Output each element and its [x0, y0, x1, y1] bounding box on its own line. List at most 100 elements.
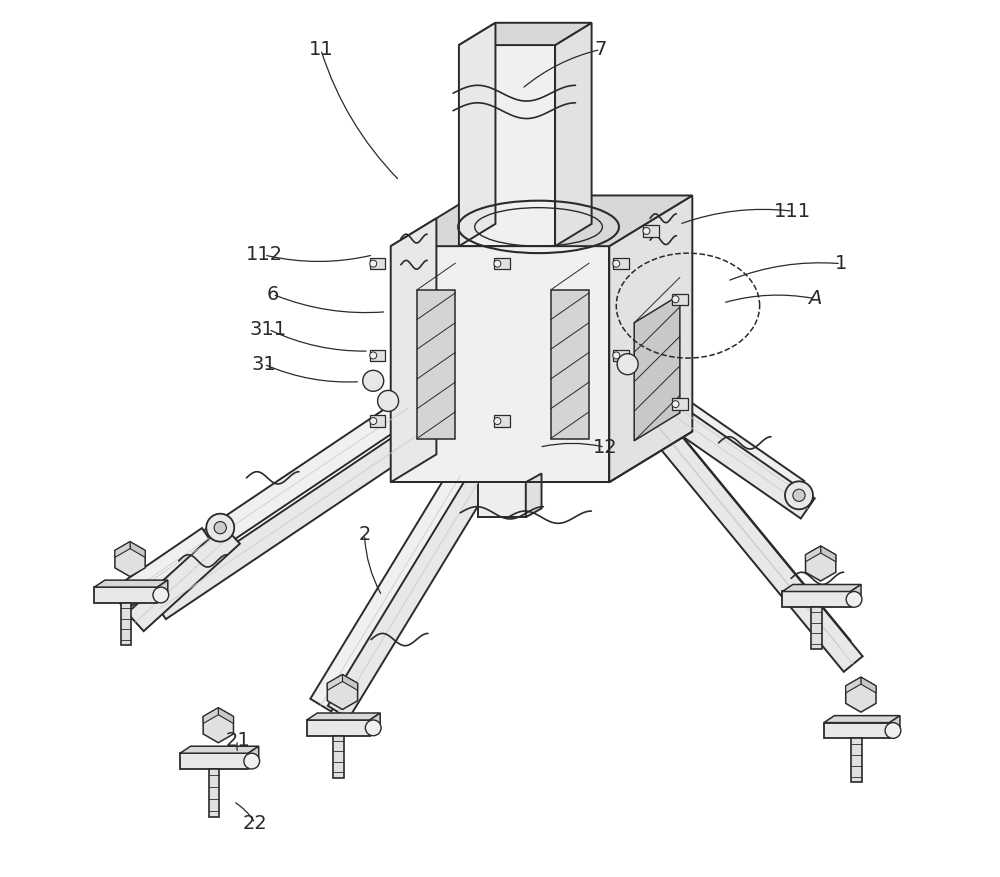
Polygon shape — [417, 290, 455, 438]
Polygon shape — [459, 45, 555, 246]
Circle shape — [672, 296, 679, 303]
Polygon shape — [111, 528, 216, 610]
Polygon shape — [478, 482, 526, 517]
Polygon shape — [307, 720, 370, 736]
Polygon shape — [811, 607, 822, 649]
Polygon shape — [152, 419, 433, 619]
Polygon shape — [634, 295, 680, 441]
Circle shape — [613, 352, 620, 359]
Polygon shape — [391, 218, 436, 482]
Polygon shape — [613, 258, 629, 269]
Polygon shape — [248, 746, 259, 769]
Polygon shape — [333, 736, 344, 778]
Polygon shape — [672, 294, 688, 305]
Text: A: A — [808, 289, 821, 308]
Polygon shape — [180, 753, 248, 769]
Circle shape — [370, 352, 377, 359]
Polygon shape — [555, 23, 592, 246]
Polygon shape — [180, 746, 259, 753]
Circle shape — [617, 353, 638, 374]
Polygon shape — [851, 738, 862, 782]
Text: 22: 22 — [243, 814, 268, 832]
Polygon shape — [643, 389, 815, 518]
Circle shape — [494, 260, 501, 267]
Polygon shape — [459, 23, 495, 246]
Text: 1: 1 — [835, 254, 847, 273]
Polygon shape — [526, 474, 542, 517]
Polygon shape — [135, 398, 415, 597]
Polygon shape — [846, 677, 861, 693]
Circle shape — [378, 390, 399, 411]
Circle shape — [885, 723, 901, 738]
Circle shape — [793, 489, 805, 502]
Polygon shape — [637, 404, 850, 656]
Polygon shape — [494, 258, 510, 269]
Circle shape — [370, 417, 377, 424]
Polygon shape — [782, 584, 861, 591]
Polygon shape — [307, 713, 380, 720]
Polygon shape — [633, 372, 804, 501]
Polygon shape — [821, 546, 836, 562]
Text: 11: 11 — [308, 40, 333, 59]
Polygon shape — [94, 580, 168, 587]
Polygon shape — [551, 290, 589, 438]
Circle shape — [613, 260, 620, 267]
Polygon shape — [889, 716, 900, 738]
Circle shape — [244, 753, 260, 769]
Circle shape — [494, 417, 501, 424]
Polygon shape — [342, 674, 358, 690]
Text: 2: 2 — [358, 525, 371, 544]
Polygon shape — [806, 546, 836, 581]
Polygon shape — [782, 591, 851, 607]
Polygon shape — [370, 713, 380, 736]
Polygon shape — [327, 674, 358, 709]
Text: 311: 311 — [250, 320, 287, 339]
Polygon shape — [861, 677, 876, 693]
Polygon shape — [391, 246, 609, 482]
Polygon shape — [613, 350, 629, 361]
Polygon shape — [846, 677, 876, 712]
Text: 21: 21 — [225, 731, 250, 750]
Polygon shape — [459, 23, 592, 45]
Polygon shape — [127, 525, 240, 631]
Text: 112: 112 — [245, 246, 283, 264]
Circle shape — [785, 481, 813, 510]
Circle shape — [643, 227, 650, 234]
Circle shape — [365, 720, 381, 736]
Polygon shape — [824, 716, 900, 723]
Text: 6: 6 — [267, 285, 279, 303]
Polygon shape — [643, 225, 659, 237]
Polygon shape — [328, 476, 489, 718]
Text: 111: 111 — [774, 202, 811, 221]
Circle shape — [846, 591, 862, 607]
Polygon shape — [115, 542, 130, 558]
Circle shape — [214, 522, 226, 534]
Polygon shape — [115, 542, 145, 576]
Circle shape — [206, 514, 234, 542]
Polygon shape — [327, 674, 342, 690]
Polygon shape — [370, 416, 385, 427]
Polygon shape — [130, 542, 145, 558]
Polygon shape — [391, 196, 692, 246]
Circle shape — [153, 587, 169, 602]
Polygon shape — [650, 420, 863, 672]
Polygon shape — [370, 258, 385, 269]
Polygon shape — [851, 584, 861, 607]
Polygon shape — [203, 708, 233, 743]
Polygon shape — [209, 769, 219, 817]
Polygon shape — [310, 469, 471, 711]
Polygon shape — [94, 587, 157, 602]
Polygon shape — [370, 350, 385, 361]
Circle shape — [363, 370, 384, 391]
Polygon shape — [121, 602, 131, 645]
Polygon shape — [203, 708, 218, 724]
Polygon shape — [494, 416, 510, 427]
Polygon shape — [609, 196, 692, 482]
Polygon shape — [157, 580, 168, 602]
Text: 7: 7 — [594, 40, 607, 59]
Polygon shape — [824, 723, 889, 738]
Polygon shape — [218, 708, 233, 724]
Text: 12: 12 — [593, 438, 617, 457]
Text: 31: 31 — [252, 354, 276, 374]
Circle shape — [672, 401, 679, 408]
